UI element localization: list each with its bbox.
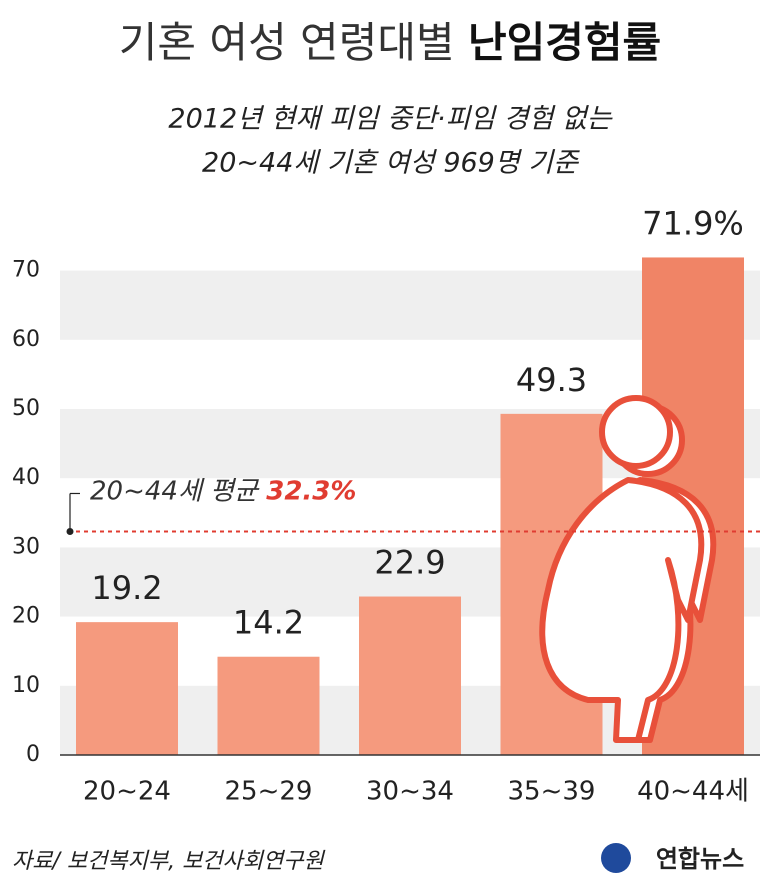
value-label: 19.2 [91, 569, 162, 607]
bar [76, 622, 178, 755]
value-label: 71.9% [642, 204, 744, 242]
x-tick-label: 20~24 [83, 777, 171, 807]
y-tick-label: 40 [12, 465, 40, 490]
y-tick-label: 0 [26, 742, 40, 767]
average-value: 32.3% [266, 476, 356, 506]
x-tick-label: 40~44세 [637, 777, 749, 807]
source: 자료/ 보건복지부, 보건사회연구원 [12, 849, 326, 874]
subtitle: 2012년 현재 피임 중단·피임 경험 없는 [168, 104, 612, 135]
y-tick-label: 30 [12, 534, 40, 559]
logo: 연합뉴스 [656, 845, 744, 873]
value-label: 14.2 [233, 604, 304, 642]
bar [217, 656, 320, 755]
pregnant-woman-icon [539, 395, 717, 743]
average-label: 20~44세 평균 [90, 476, 260, 506]
value-label: 22.9 [374, 544, 445, 582]
logo-mark [601, 843, 631, 873]
y-tick-label: 60 [12, 327, 40, 352]
y-tick-label: 20 [12, 604, 40, 629]
x-tick-label: 25~29 [225, 777, 313, 807]
y-tick-label: 50 [12, 396, 40, 421]
x-tick-label: 35~39 [508, 777, 596, 807]
title-plain: 기혼 여성 연령대별 [119, 18, 455, 67]
subtitle: 20~44세 기혼 여성 969명 기준 [202, 148, 580, 179]
y-tick-label: 70 [12, 258, 40, 283]
bar [359, 596, 461, 755]
value-label: 49.3 [516, 361, 587, 399]
title-bold: 난임경험률 [468, 18, 661, 67]
chart-title: 기혼 여성 연령대별 난임경험률 [119, 18, 661, 67]
x-tick-label: 30~34 [366, 777, 454, 807]
average-annotation: 20~44세 평균 32.3% [90, 476, 356, 506]
y-tick-label: 10 [12, 673, 40, 698]
